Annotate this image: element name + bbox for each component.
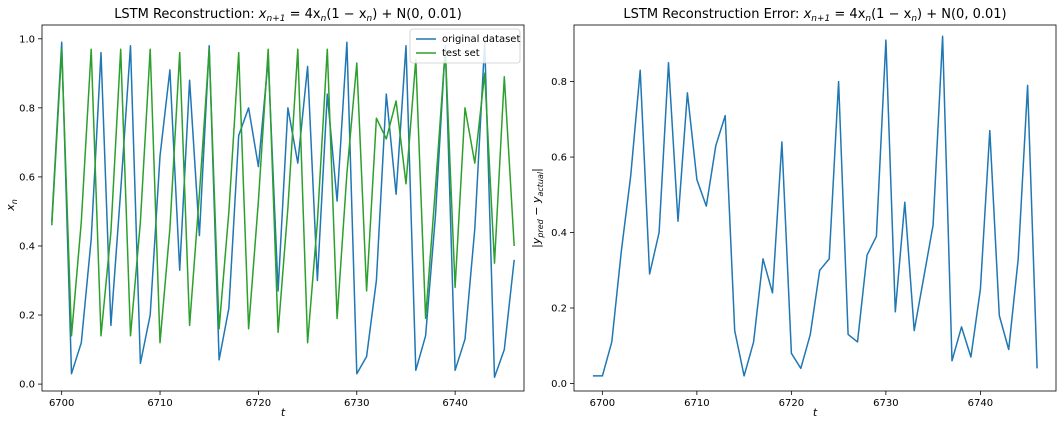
chart-title: LSTM Reconstruction Error: xn+1 = 4xn(1 …	[623, 7, 1006, 24]
axis-ticks: 6700 6710 6720 6730 6740 0.0 0.2 0.4 0.6 0.8	[551, 77, 993, 409]
error-chart: LSTM Reconstruction Error: xn+1 = 4xn(1 …	[530, 7, 1057, 419]
x-tick-label: 6730	[873, 398, 898, 409]
x-tick-label: 6700	[590, 398, 615, 409]
plot-frame	[41, 24, 525, 392]
x-tick-label: 6740	[968, 398, 993, 409]
x-tick-label: 6740	[442, 398, 467, 409]
x-tick-label: 6720	[779, 398, 804, 409]
x-tick-label: 6710	[147, 398, 172, 409]
y-tick-label: 0.2	[19, 311, 35, 322]
plot-frame	[573, 24, 1057, 392]
axis-ticks: 6700 6710 6720 6730 6740 0.0 0.2 0.4 0.6 0.8 1.0	[19, 34, 468, 409]
x-tick-label: 6710	[684, 398, 709, 409]
y-tick-label: 0.4	[551, 228, 567, 239]
series-line-0	[51, 41, 515, 378]
y-tick-label: 0.2	[551, 303, 567, 314]
y-tick-label: 0.6	[551, 153, 567, 164]
series-line-0	[592, 35, 1038, 377]
y-tick-label: 0.4	[19, 241, 35, 252]
y-tick-label: 0.0	[19, 380, 35, 391]
y-tick-label: 0.0	[551, 379, 567, 390]
y-axis-label: |ypred − yactual|	[530, 168, 545, 248]
x-tick-label: 6700	[49, 398, 74, 409]
series-lines	[592, 35, 1038, 377]
series-line-1	[51, 48, 515, 344]
x-tick-label: 6720	[246, 398, 271, 409]
legend: original dataset test set	[409, 28, 521, 64]
reconstruction-chart: LSTM Reconstruction: xn+1 = 4xn(1 − xn) …	[4, 7, 525, 419]
y-axis-label: xn	[4, 199, 19, 212]
legend-label-original: original dataset	[442, 34, 520, 45]
x-tick-label: 6730	[344, 398, 369, 409]
y-tick-label: 0.6	[19, 172, 35, 183]
chart-title: LSTM Reconstruction: xn+1 = 4xn(1 − xn) …	[114, 7, 462, 24]
y-tick-label: 0.8	[551, 77, 567, 88]
y-tick-label: 0.8	[19, 103, 35, 114]
y-tick-label: 1.0	[19, 34, 35, 45]
x-axis-label: t	[813, 406, 818, 419]
legend-box	[409, 28, 521, 64]
legend-label-test: test set	[442, 48, 480, 59]
x-axis-label: t	[281, 406, 286, 419]
series-lines	[51, 41, 515, 378]
